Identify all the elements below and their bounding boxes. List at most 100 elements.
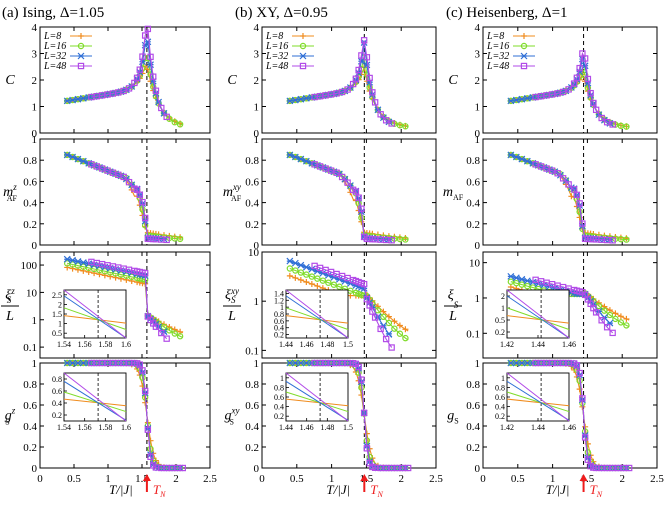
marker-L=32 <box>63 359 71 367</box>
y-axis-label-denominator: L <box>448 309 457 324</box>
marker-L=48 <box>344 86 351 93</box>
y-axis-label: mz AF <box>3 182 17 203</box>
marker-L=32 <box>79 157 87 165</box>
y-tick-label: 0.4 <box>245 198 259 210</box>
marker-L=48 <box>565 181 572 188</box>
inset-y-tick-label: 0.2 <box>274 331 284 340</box>
marker-L=48 <box>576 369 583 377</box>
inset-x-tick-label: 1.44 <box>531 340 545 349</box>
y-tick-label: 0.6 <box>23 176 37 188</box>
marker-L=32 <box>302 263 310 271</box>
y-axis-label: C <box>5 73 15 88</box>
marker-L=32 <box>302 359 310 367</box>
marker-L=8 <box>292 274 299 281</box>
marker-L=16 <box>617 319 625 326</box>
legend-label: L=16 <box>265 41 288 52</box>
marker-L=16 <box>612 315 619 323</box>
legend: L=8L=16L=32L=48 <box>486 31 535 72</box>
y-tick-label: 0.6 <box>23 400 37 412</box>
marker-L=48 <box>581 55 589 62</box>
marker-L=8 <box>374 303 381 310</box>
inset-x-tick-label: 1.56 <box>78 423 92 432</box>
marker-L=16 <box>319 277 327 284</box>
marker-L=48 <box>592 106 600 114</box>
inset: 1.42 1.44 1.46 0.20.40.60.81 <box>495 372 576 432</box>
marker-L=32 <box>507 272 515 280</box>
marker-L=32 <box>518 95 526 103</box>
inset-y-tick-label: 0.8 <box>52 375 62 384</box>
marker-L=32 <box>308 265 316 273</box>
marker-L=16 <box>336 283 343 290</box>
marker-L=8 <box>396 322 403 329</box>
marker-L=16 <box>171 119 178 126</box>
marker-L=48 <box>382 335 390 343</box>
y-tick-label: 0 <box>254 240 260 252</box>
y-tick-label: 0.4 <box>466 198 480 210</box>
marker-L=32 <box>297 359 305 367</box>
y-tick-label: 10 <box>469 258 481 270</box>
inset-y-tick-label: 0.2 <box>274 412 284 421</box>
marker-L=32 <box>74 258 82 265</box>
inset-x-tick-label: 1.54 <box>57 340 71 349</box>
x-tick-label: 0 <box>37 473 43 485</box>
marker-L=48 <box>179 464 186 472</box>
marker-L=16 <box>623 236 630 243</box>
marker-L=32 <box>63 255 71 263</box>
marker-L=48 <box>369 308 376 315</box>
inset-y-tick-label: 0.4 <box>52 399 62 408</box>
legend-label: L=32 <box>486 51 509 62</box>
marker-L=32 <box>523 157 531 165</box>
inset-series-L=8 <box>506 398 570 407</box>
series-L=48 <box>314 40 392 124</box>
y-axis-label: gxy S <box>225 406 240 427</box>
inset-series-L=16 <box>506 307 570 330</box>
y-tick-label: 0 <box>32 240 38 252</box>
x-axis-label: T/|J| <box>326 482 350 497</box>
y-tick-label: 0.6 <box>245 400 259 412</box>
inset-y-tick-label: 0.8 <box>495 383 505 392</box>
inset-y-tick-label: 0.4 <box>495 403 505 412</box>
marker-L=16 <box>166 327 173 334</box>
tn-label: TN <box>590 482 603 499</box>
y-tick-label: 0.4 <box>23 198 37 210</box>
marker-L=8 <box>166 324 173 331</box>
inset-y-tick-label: 0.2 <box>495 412 505 421</box>
tn-arrow-head <box>142 474 151 481</box>
y-axis-label-denominator: L <box>5 309 14 324</box>
y-tick-label: 10 <box>26 287 38 299</box>
marker-L=8 <box>358 392 365 399</box>
inset-y-tick-label: 1.4 <box>274 289 284 298</box>
marker-L=32 <box>297 155 305 163</box>
marker-L=48 <box>333 169 340 176</box>
plot-grid: 01234L=8L=16L=32L=48C01234L=8L=16L=32L=4… <box>1 22 664 499</box>
marker-L=48 <box>352 188 360 195</box>
legend-marker <box>520 42 528 50</box>
marker-L=32 <box>286 257 294 265</box>
inset-x-tick-label: 1.5 <box>343 340 353 349</box>
marker-L=48 <box>363 445 371 452</box>
marker-L=48 <box>584 75 592 83</box>
inset-y-tick-label: 0.6 <box>52 387 62 396</box>
marker-L=32 <box>69 256 77 264</box>
marker-L=48 <box>587 89 594 97</box>
y-tick-label: 1 <box>32 315 38 327</box>
inset-y-tick-label: 0.8 <box>274 383 284 392</box>
marker-L=48 <box>565 86 572 93</box>
marker-L=32 <box>286 97 294 105</box>
marker-L=48 <box>579 220 586 227</box>
y-tick-label: 0.8 <box>23 155 37 167</box>
marker-L=8 <box>286 272 293 279</box>
x-tick-label: 2 <box>619 473 625 485</box>
inset-series-L=16 <box>506 391 570 413</box>
marker-L=48 <box>360 280 368 288</box>
marker-L=48 <box>141 214 149 222</box>
y-tick-label: 0.2 <box>466 219 480 231</box>
marker-L=32 <box>581 62 589 70</box>
marker-L=48 <box>377 111 384 118</box>
inset-series-L=16 <box>285 307 349 330</box>
tn-arrow-head <box>360 474 369 481</box>
marker-L=16 <box>601 307 608 314</box>
y-tick-label: 1 <box>475 102 481 114</box>
